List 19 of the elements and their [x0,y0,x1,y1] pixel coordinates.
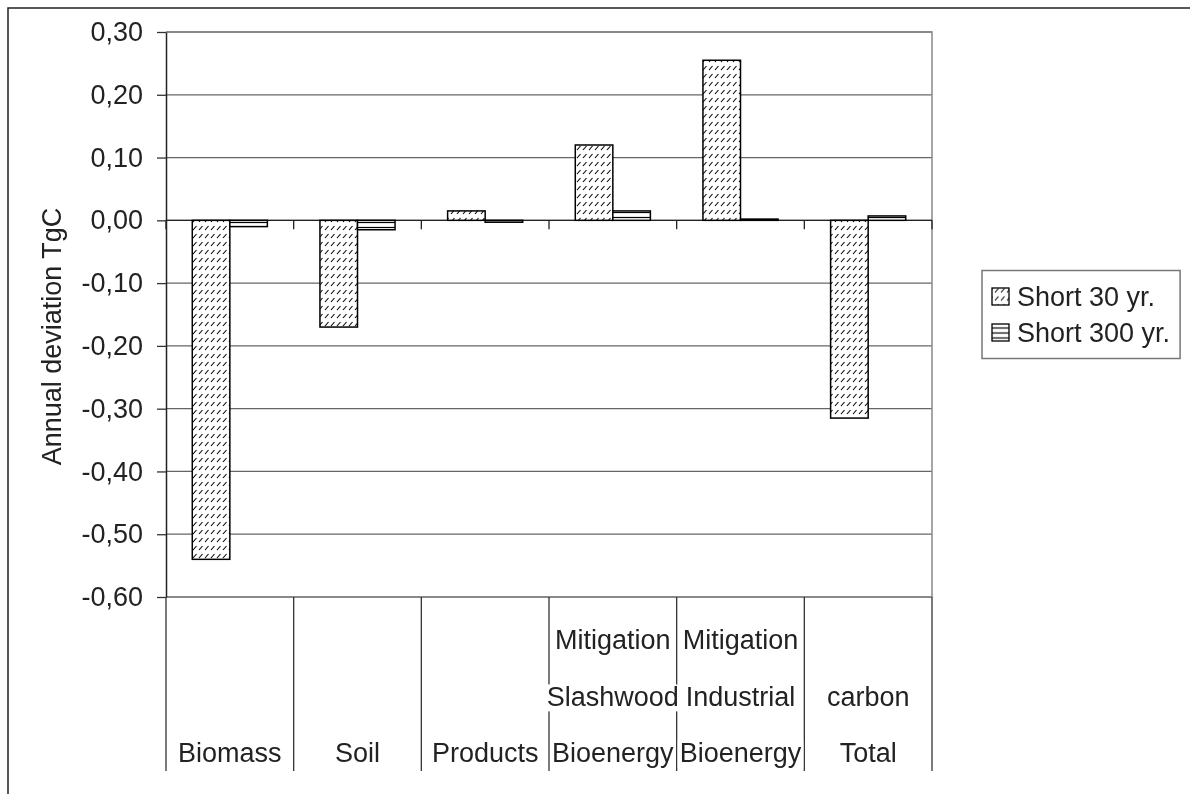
y-tick-label: -0,40 [81,456,143,487]
y-tick-label: -0,30 [81,393,143,424]
y-tick-label: -0,60 [81,582,143,613]
x-tick-label: carbon Total [826,681,910,768]
x-tick-label: Mitigation Industrial Bioenergy [679,625,802,768]
y-axis-title: Annual deviation TgC [37,207,67,466]
x-tick-label: Products [431,738,539,768]
y-tick-label: 0,30 [90,17,143,48]
x-tick-label: Soil [334,738,381,768]
x-tick-label: Mitigation Slashwood Bioenergy [546,625,679,768]
y-tick-label: 0,00 [90,205,143,236]
y-tick-label: -0,10 [81,268,143,299]
y-tick-label: -0,50 [81,519,143,550]
legend-label: Short 30 yr. [1017,281,1156,312]
y-tick-label: 0,20 [90,79,143,110]
legend-label: Short 300 yr. [1017,317,1171,348]
y-tick-label: 0,10 [90,142,143,173]
x-tick-label: Biomass [178,738,282,768]
y-tick-label: -0,20 [81,331,143,362]
